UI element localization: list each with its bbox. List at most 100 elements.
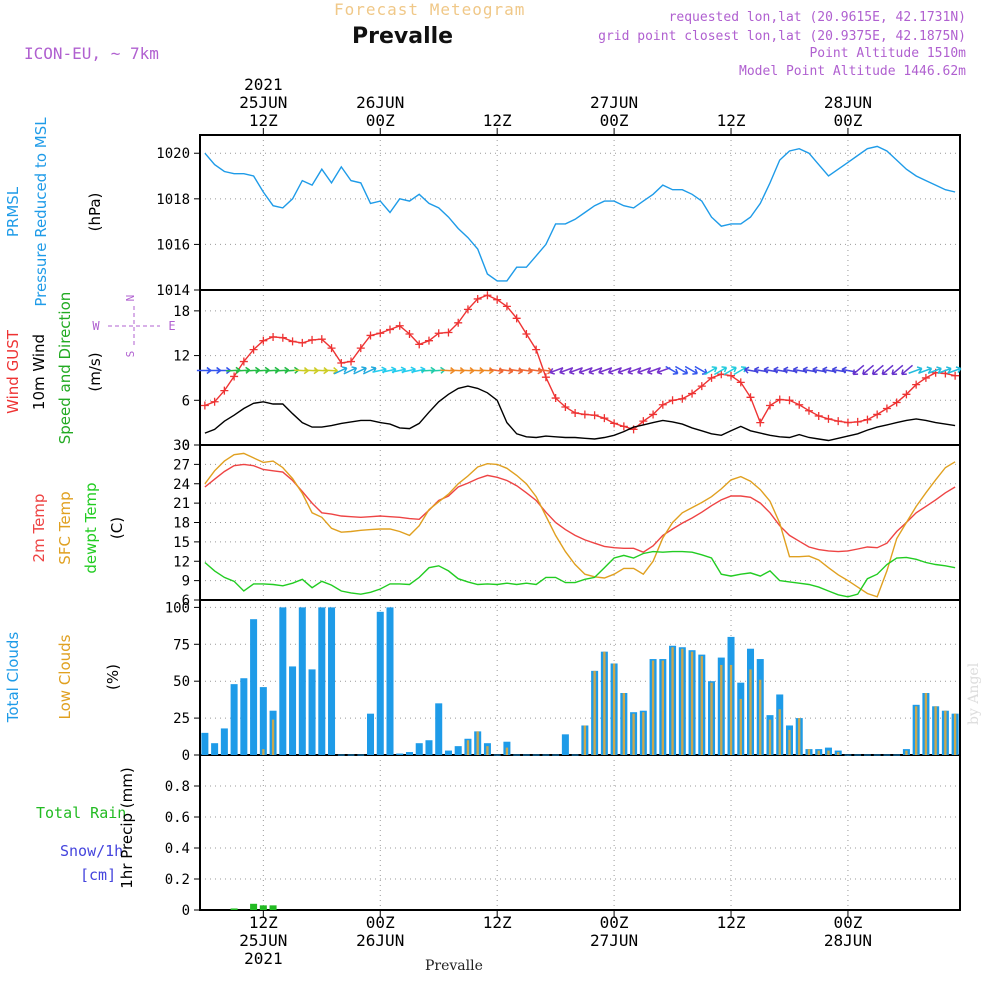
rain-bar <box>269 905 277 910</box>
y-tick-label: 1020 <box>156 146 190 162</box>
gust-point <box>541 373 550 382</box>
gust-point <box>395 321 404 330</box>
wind-arrow <box>871 364 884 376</box>
y-tick-label: 0.4 <box>165 841 190 857</box>
wind-arrow <box>656 367 671 375</box>
gust-point <box>230 372 239 381</box>
compass-s: S <box>124 351 137 358</box>
low-cloud-bar <box>798 718 801 755</box>
gust-point <box>892 398 901 407</box>
gust-point <box>580 410 589 419</box>
y-tick-label: 9 <box>182 574 190 590</box>
panel-label: 1hr Precip (mm) <box>118 767 136 888</box>
low-cloud-bar <box>466 740 470 755</box>
wind-arrow <box>684 365 698 375</box>
gust-point <box>210 397 219 406</box>
total-cloud-bar <box>259 687 267 755</box>
series-wind10m <box>204 385 956 442</box>
y-tick-label: 0 <box>182 903 190 919</box>
gust-point <box>834 417 843 426</box>
model-label: ICON-EU, ~ 7km <box>24 44 159 63</box>
top-time-label: 00Z <box>600 111 629 130</box>
panel-label: SFC Temp <box>56 491 74 564</box>
total-cloud-bar <box>376 611 384 755</box>
chart-title: Prevalle <box>352 24 454 49</box>
gust-point <box>766 401 774 410</box>
gust-point <box>678 394 687 403</box>
low-cloud-bar <box>768 719 772 755</box>
rain-bar <box>259 905 267 910</box>
bottom-time-label: 28JUN <box>824 931 872 950</box>
total-cloud-bar <box>425 740 433 755</box>
total-cloud-bar <box>396 753 404 755</box>
low-cloud-bar <box>934 706 937 755</box>
y-tick-label: 50 <box>173 674 190 690</box>
gust-point <box>814 411 823 420</box>
low-cloud-bar <box>749 669 752 755</box>
wind-arrow <box>568 367 583 375</box>
low-cloud-bar <box>914 706 918 755</box>
y-tick-label: 25 <box>173 711 190 727</box>
bottom-time-label: 00Z <box>366 913 395 932</box>
total-cloud-bar <box>328 607 336 755</box>
top-time-label: 12Z <box>717 111 746 130</box>
low-cloud-bar <box>700 656 703 755</box>
y-tick-label: 15 <box>173 535 190 551</box>
gust-point <box>502 302 511 311</box>
gridpoint-coords: grid point closest lon,lat (20.9375E, 42… <box>598 29 966 44</box>
gust-point <box>619 422 628 431</box>
top-time-label: 26JUN <box>356 93 404 112</box>
panel-label: (m/s) <box>86 352 104 391</box>
gust-point <box>658 400 667 409</box>
series-prmsl <box>204 145 956 282</box>
top-time-label: 28JUN <box>824 93 872 112</box>
gust-point <box>853 417 862 426</box>
wind-arrow <box>607 367 622 375</box>
low-cloud-bar <box>271 719 275 755</box>
gust-point <box>824 414 833 423</box>
low-cloud-bar <box>778 709 781 755</box>
wind-arrow <box>617 367 632 375</box>
gust-point <box>220 386 229 395</box>
low-cloud-bar <box>642 712 645 755</box>
total-cloud-bar <box>435 703 443 755</box>
y-tick-label: 0.2 <box>165 872 190 888</box>
gust-point <box>571 408 580 417</box>
wind-arrow <box>918 366 933 374</box>
wind-arrow <box>927 366 942 374</box>
low-cloud-bar <box>262 749 265 755</box>
gust-point <box>269 332 278 341</box>
gust-point <box>298 338 307 347</box>
total-cloud-bar <box>318 607 326 755</box>
low-cloud-bar <box>505 747 509 755</box>
panel-label: Total Rain <box>36 804 126 822</box>
y-tick-label: 24 <box>173 477 190 493</box>
panel-label: Speed and Direction <box>56 292 74 445</box>
total-cloud-bar <box>220 728 228 755</box>
low-cloud-bar <box>924 693 928 755</box>
compass-n: N <box>124 295 137 302</box>
low-cloud-bar <box>661 660 664 755</box>
low-cloud-bar <box>807 749 811 755</box>
gust-point <box>561 402 570 411</box>
bottom-time-label: 2021 <box>244 949 283 968</box>
bottom-time-label: 12Z <box>483 913 512 932</box>
rain-bar <box>250 903 258 910</box>
low-cloud-bar <box>476 731 479 755</box>
wind-arrow <box>704 366 718 376</box>
total-cloud-bar <box>386 607 394 755</box>
y-tick-label: 18 <box>173 304 190 320</box>
low-cloud-bar <box>905 750 908 755</box>
wind-arrow <box>559 367 574 375</box>
wind-arrow <box>627 367 642 375</box>
gust-point <box>600 414 609 423</box>
gust-point <box>873 410 882 419</box>
gust-point <box>610 419 619 428</box>
gust-point <box>590 411 599 420</box>
wind-arrow <box>333 366 348 375</box>
gust-point <box>843 418 852 427</box>
gust-point <box>668 396 677 405</box>
y-tick-label: 0 <box>182 438 190 454</box>
total-cloud-bar <box>230 684 238 755</box>
panel-frame-pressure <box>199 134 961 291</box>
